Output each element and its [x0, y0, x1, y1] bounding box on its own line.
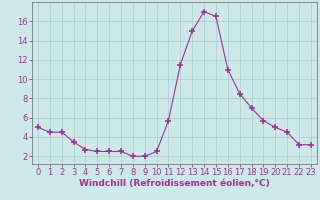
X-axis label: Windchill (Refroidissement éolien,°C): Windchill (Refroidissement éolien,°C): [79, 179, 270, 188]
